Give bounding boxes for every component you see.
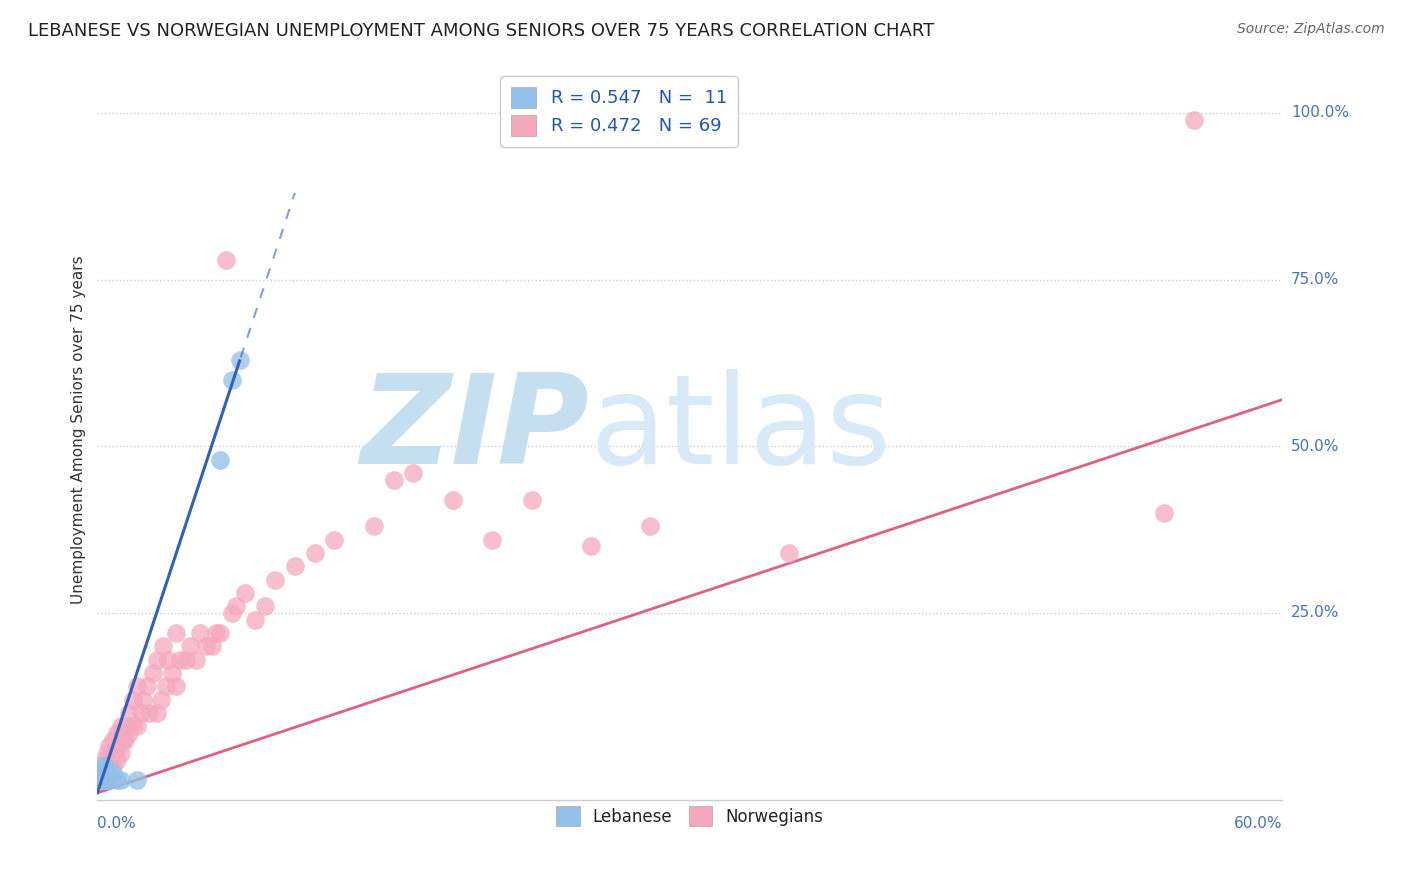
Point: [179, 639, 201, 653]
Point: [221, 606, 243, 620]
Point: [114, 732, 136, 747]
Point: [125, 719, 148, 733]
Point: [145, 652, 167, 666]
Point: [165, 625, 187, 640]
Y-axis label: Unemployment Among Seniors over 75 years: Unemployment Among Seniors over 75 years: [72, 255, 86, 604]
Point: [118, 726, 141, 740]
Point: [91, 772, 114, 787]
Text: Source: ZipAtlas.com: Source: ZipAtlas.com: [1237, 22, 1385, 37]
Point: [105, 752, 128, 766]
Legend: Lebanese, Norwegians: Lebanese, Norwegians: [546, 797, 834, 836]
Point: [1182, 112, 1205, 127]
Point: [112, 732, 135, 747]
Text: 50.0%: 50.0%: [1291, 439, 1339, 454]
Point: [98, 759, 121, 773]
Point: [208, 452, 231, 467]
Point: [228, 352, 250, 367]
Point: [382, 473, 405, 487]
Point: [110, 719, 132, 733]
Point: [118, 706, 141, 720]
Point: [221, 373, 243, 387]
Point: [152, 639, 174, 653]
Point: [169, 652, 191, 666]
Point: [115, 719, 138, 733]
Text: 25.0%: 25.0%: [1291, 606, 1339, 620]
Point: [138, 706, 160, 720]
Point: [94, 752, 117, 766]
Point: [165, 679, 187, 693]
Point: [96, 765, 118, 780]
Point: [215, 252, 238, 267]
Point: [640, 519, 662, 533]
Point: [91, 765, 114, 780]
Point: [520, 492, 543, 507]
Point: [110, 772, 132, 787]
Point: [155, 679, 177, 693]
Text: LEBANESE VS NORWEGIAN UNEMPLOYMENT AMONG SENIORS OVER 75 YEARS CORRELATION CHART: LEBANESE VS NORWEGIAN UNEMPLOYMENT AMONG…: [28, 22, 935, 40]
Point: [188, 625, 211, 640]
Point: [264, 573, 287, 587]
Point: [108, 739, 131, 754]
Point: [96, 746, 118, 760]
Point: [105, 772, 128, 787]
Point: [98, 772, 121, 787]
Point: [104, 746, 127, 760]
Point: [162, 665, 184, 680]
Point: [323, 533, 346, 547]
Point: [101, 765, 124, 780]
Text: 100.0%: 100.0%: [1291, 105, 1348, 120]
Text: atlas: atlas: [589, 369, 891, 490]
Text: 75.0%: 75.0%: [1291, 272, 1339, 287]
Point: [96, 772, 118, 787]
Point: [98, 739, 121, 754]
Point: [100, 752, 122, 766]
Point: [205, 625, 228, 640]
Point: [184, 652, 207, 666]
Point: [579, 539, 602, 553]
Point: [125, 679, 148, 693]
Point: [101, 759, 124, 773]
Point: [201, 639, 224, 653]
Text: 60.0%: 60.0%: [1234, 816, 1282, 831]
Text: ZIP: ZIP: [360, 369, 589, 490]
Point: [284, 559, 307, 574]
Point: [125, 772, 148, 787]
Point: [778, 546, 800, 560]
Point: [94, 772, 117, 787]
Point: [363, 519, 385, 533]
Point: [208, 625, 231, 640]
Point: [145, 706, 167, 720]
Point: [94, 759, 117, 773]
Point: [225, 599, 247, 614]
Point: [149, 692, 172, 706]
Point: [122, 719, 145, 733]
Point: [110, 746, 132, 760]
Point: [105, 726, 128, 740]
Point: [402, 466, 425, 480]
Point: [129, 706, 152, 720]
Point: [135, 679, 157, 693]
Point: [195, 639, 218, 653]
Point: [96, 765, 118, 780]
Point: [157, 652, 180, 666]
Point: [90, 759, 112, 773]
Point: [235, 586, 257, 600]
Point: [174, 652, 197, 666]
Point: [101, 732, 124, 747]
Point: [90, 772, 112, 787]
Point: [90, 772, 112, 787]
Point: [304, 546, 326, 560]
Point: [94, 772, 117, 787]
Text: 0.0%: 0.0%: [97, 816, 136, 831]
Point: [245, 613, 267, 627]
Point: [1153, 506, 1175, 520]
Point: [122, 692, 145, 706]
Point: [91, 763, 114, 777]
Point: [441, 492, 464, 507]
Point: [142, 665, 165, 680]
Point: [132, 692, 155, 706]
Point: [254, 599, 277, 614]
Point: [481, 533, 503, 547]
